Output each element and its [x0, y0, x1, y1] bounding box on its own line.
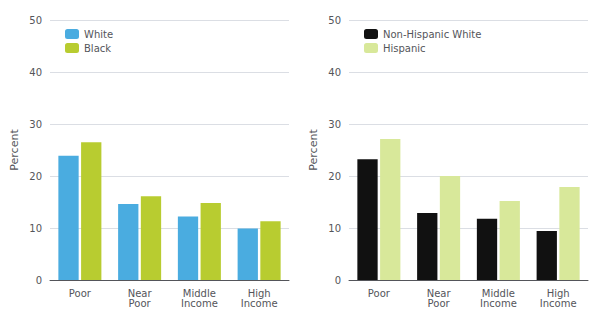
svg-text:Poor: Poor [428, 298, 451, 309]
svg-text:Non-Hispanic White: Non-Hispanic White [383, 29, 481, 40]
svg-text:Percent: Percent [8, 129, 21, 171]
svg-text:Middle: Middle [481, 287, 515, 299]
svg-text:High: High [247, 287, 271, 299]
svg-text:50: 50 [328, 15, 341, 26]
svg-text:Hispanic: Hispanic [383, 43, 426, 54]
svg-text:Poor: Poor [129, 298, 152, 309]
svg-text:Income: Income [540, 298, 577, 309]
svg-text:Income: Income [480, 298, 517, 309]
svg-text:10: 10 [29, 223, 42, 234]
svg-text:20: 20 [328, 171, 341, 182]
svg-text:30: 30 [29, 119, 42, 130]
svg-text:Income: Income [241, 298, 278, 309]
svg-text:30: 30 [328, 119, 341, 130]
svg-text:Poor: Poor [69, 288, 92, 299]
svg-text:20: 20 [29, 171, 42, 182]
svg-text:Near: Near [127, 287, 152, 299]
svg-text:50: 50 [29, 15, 42, 26]
svg-text:Poor: Poor [368, 288, 391, 299]
svg-text:Black: Black [84, 43, 111, 54]
svg-text:White: White [84, 29, 113, 40]
svg-text:Percent: Percent [307, 129, 320, 171]
svg-text:0: 0 [36, 275, 42, 286]
svg-text:0: 0 [335, 275, 341, 286]
svg-text:Income: Income [181, 298, 218, 309]
svg-text:40: 40 [328, 67, 341, 78]
svg-text:Middle: Middle [182, 287, 216, 299]
svg-text:40: 40 [29, 67, 42, 78]
svg-text:10: 10 [328, 223, 341, 234]
svg-text:Near: Near [426, 287, 451, 299]
svg-text:High: High [546, 287, 570, 299]
